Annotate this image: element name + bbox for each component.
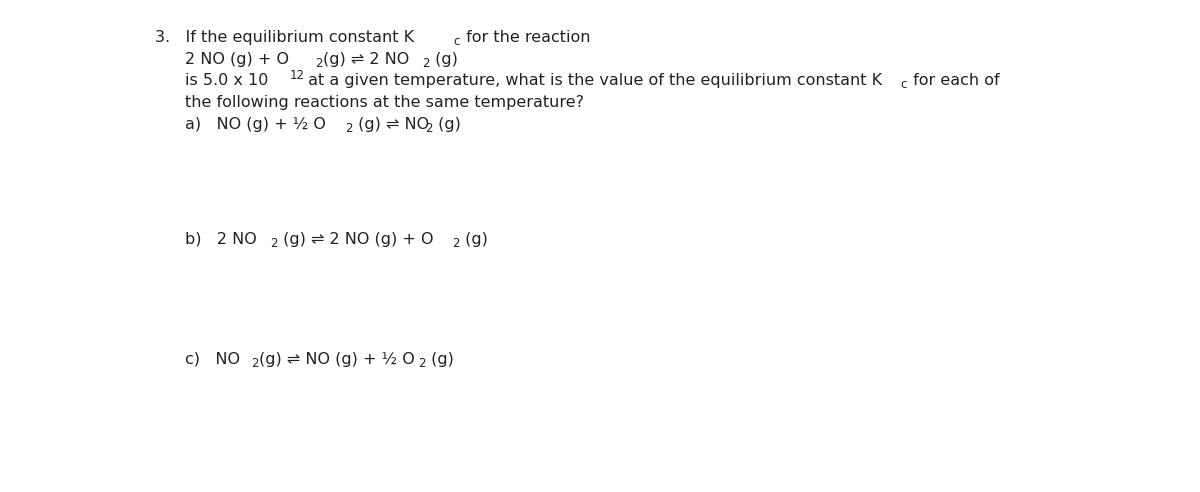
Text: 2: 2	[314, 57, 323, 70]
Text: for each of: for each of	[908, 73, 1000, 88]
Text: (g): (g)	[433, 117, 461, 132]
Text: 2: 2	[418, 357, 426, 370]
Text: 2: 2	[270, 237, 277, 250]
Text: 2: 2	[425, 122, 432, 135]
Text: (g): (g)	[460, 232, 488, 247]
Text: (g) ⇌ NO (g) + ½ O: (g) ⇌ NO (g) + ½ O	[259, 352, 415, 367]
Text: at a given temperature, what is the value of the equilibrium constant K: at a given temperature, what is the valu…	[302, 73, 882, 88]
Text: 2: 2	[251, 357, 258, 370]
Text: the following reactions at the same temperature?: the following reactions at the same temp…	[185, 95, 584, 110]
Text: b)   2 NO: b) 2 NO	[185, 232, 257, 247]
Text: 3.   If the equilibrium constant K: 3. If the equilibrium constant K	[155, 30, 414, 45]
Text: (g) ⇌ 2 NO: (g) ⇌ 2 NO	[323, 52, 409, 67]
Text: (g) ⇌ 2 NO (g) + O: (g) ⇌ 2 NO (g) + O	[278, 232, 433, 247]
Text: a)   NO (g) + ½ O: a) NO (g) + ½ O	[185, 117, 326, 132]
Text: (g) ⇌ NO: (g) ⇌ NO	[353, 117, 430, 132]
Text: c: c	[454, 35, 460, 48]
Text: 2: 2	[452, 237, 460, 250]
Text: (g): (g)	[426, 352, 454, 367]
Text: 2 NO (g) + O: 2 NO (g) + O	[185, 52, 289, 67]
Text: 2: 2	[346, 122, 353, 135]
Text: is 5.0 x 10: is 5.0 x 10	[185, 73, 269, 88]
Text: (g): (g)	[430, 52, 458, 67]
Text: c: c	[900, 78, 906, 91]
Text: 12: 12	[290, 69, 305, 82]
Text: c)   NO: c) NO	[185, 352, 240, 367]
Text: for the reaction: for the reaction	[461, 30, 590, 45]
Text: 2: 2	[422, 57, 430, 70]
